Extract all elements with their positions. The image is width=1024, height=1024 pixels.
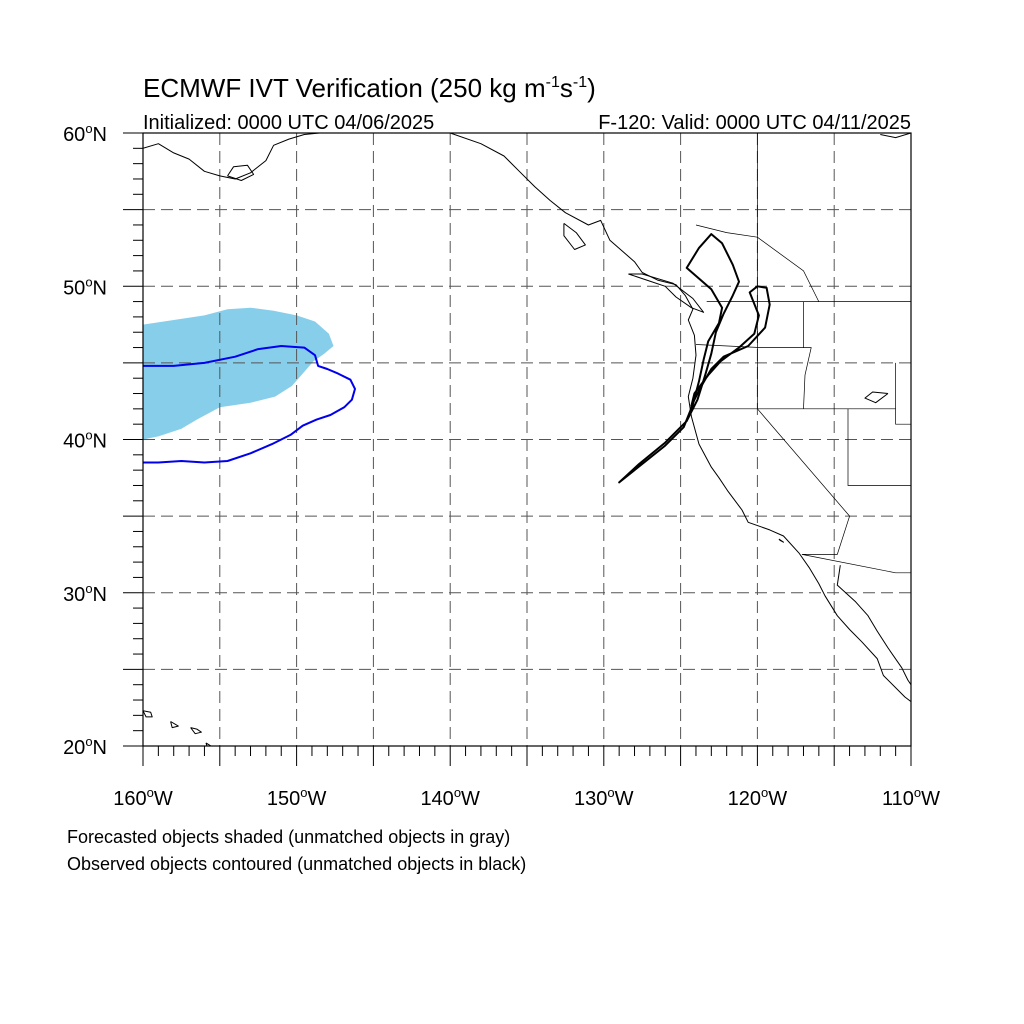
lat-tick-label: 30oN <box>63 581 107 606</box>
lon-tick-label: 160oW <box>113 785 173 810</box>
coastline-layer <box>143 133 911 746</box>
footnote-forecast: Forecasted objects shaded (unmatched obj… <box>67 827 510 847</box>
coastline <box>563 222 586 250</box>
lat-tick-label: 60oN <box>63 121 107 146</box>
lat-tick-label: 40oN <box>63 428 107 453</box>
lon-tick-label: 110oW <box>882 785 940 810</box>
observed-objects-layer <box>143 233 771 484</box>
coastline <box>227 164 255 181</box>
coastline <box>778 538 784 543</box>
forecast-object-matched <box>143 307 334 440</box>
valid-label: F-120: Valid: 0000 UTC 04/11/2025 <box>598 112 911 134</box>
lon-tick-label: 140oW <box>420 785 480 810</box>
coastline <box>190 727 202 735</box>
lat-tick-label: 50oN <box>63 274 107 299</box>
chart-title: ECMWF IVT Verification (250 kg m-1s-1) <box>143 73 596 103</box>
coastline <box>143 133 320 180</box>
coastline <box>628 273 705 313</box>
lon-tick-label: 130oW <box>574 785 634 810</box>
observed-object-unmatched <box>690 285 771 407</box>
tick-layer <box>123 132 912 766</box>
political-border <box>695 224 820 302</box>
coastline <box>864 391 889 404</box>
political-border <box>847 408 911 486</box>
initialized-label: Initialized: 0000 UTC 04/06/2025 <box>143 112 434 134</box>
observed-object-matched <box>143 345 356 464</box>
grid-layer <box>143 133 911 746</box>
coastline <box>450 133 911 702</box>
coastline <box>836 565 911 685</box>
lon-tick-label: 150oW <box>267 785 327 810</box>
coastline <box>880 133 911 139</box>
political-border <box>803 301 812 409</box>
political-border <box>895 362 911 425</box>
coastline <box>205 742 212 746</box>
map-plot-area: 60oN 50oN 40oN 30oN 20oN 160oW 150oW 140oW 130oW… <box>63 121 940 810</box>
footnote-observed: Observed objects contoured (unmatched ob… <box>67 854 526 874</box>
political-border <box>695 344 804 348</box>
lon-tick-label: 120oW <box>728 785 788 810</box>
forecast-objects-layer <box>143 307 334 440</box>
lat-tick-label: 20oN <box>63 734 107 759</box>
coastline <box>143 710 153 718</box>
axis-label-layer: 60oN 50oN 40oN 30oN 20oN 160oW 150oW 140oW 130oW… <box>63 121 940 810</box>
coastline <box>170 721 179 729</box>
